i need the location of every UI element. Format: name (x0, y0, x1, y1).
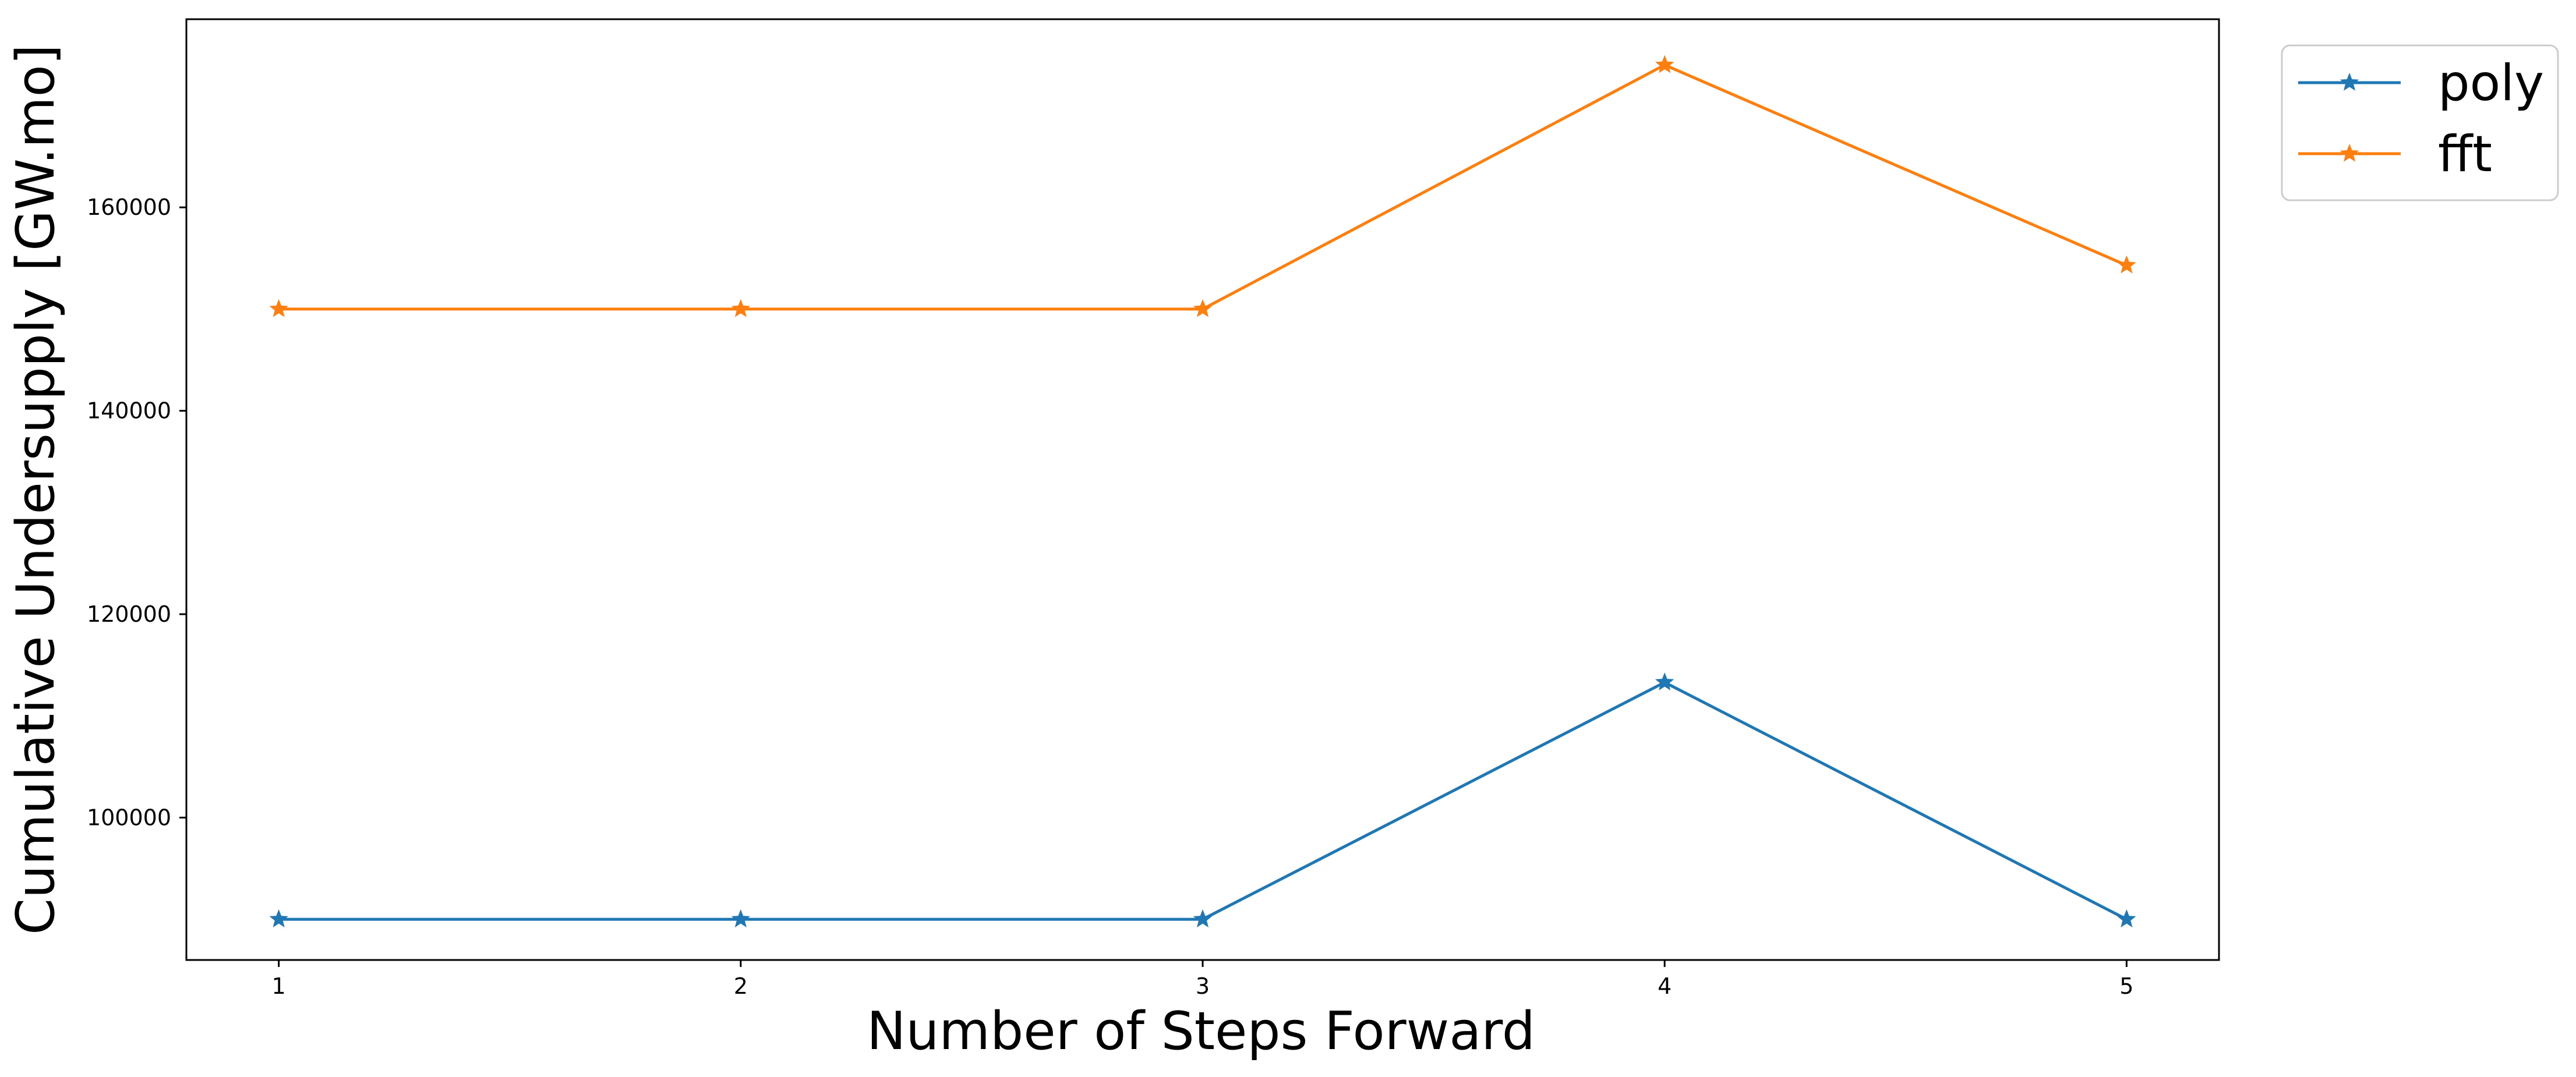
x-tick-label: 5 (2119, 973, 2133, 999)
data-point-fft-5 (2117, 255, 2136, 274)
legend-label-poly: poly (2438, 54, 2544, 112)
data-point-fft-2 (731, 299, 751, 317)
y-axis-ticks: 100000 120000 140000 160000 (87, 194, 186, 830)
data-point-poly-5 (2117, 909, 2136, 927)
series-line-poly (278, 681, 2128, 921)
y-tick-label: 140000 (87, 398, 171, 424)
x-tick-label: 3 (1196, 973, 1210, 999)
y-tick-label: 160000 (87, 194, 171, 220)
plot-area-frame (185, 18, 2220, 961)
legend-marker-fft (2340, 143, 2359, 162)
legend: poly fft (2281, 44, 2559, 201)
data-point-poly-2 (731, 909, 751, 927)
legend-marker-poly (2340, 72, 2359, 91)
data-point-fft-3 (1193, 299, 1213, 317)
x-axis-ticks: 1 2 3 4 5 (272, 960, 2133, 999)
chart-marks (269, 55, 2136, 927)
x-tick-label: 1 (272, 973, 286, 999)
data-point-poly-3 (1193, 909, 1213, 927)
y-tick-label: 100000 (87, 805, 171, 830)
data-point-poly-1 (269, 909, 288, 927)
x-tick-label: 4 (1658, 973, 1672, 999)
data-point-poly-4 (1655, 672, 1674, 690)
y-tick-label: 120000 (87, 601, 171, 627)
y-axis-title: Cumulative Undersupply [GW.mo] (5, 44, 66, 935)
data-point-fft-1 (269, 299, 288, 317)
legend-label-fft: fft (2438, 125, 2492, 183)
data-point-fft-4 (1655, 55, 1674, 73)
x-tick-label: 2 (734, 973, 748, 999)
x-axis-title: Number of Steps Forward (867, 1001, 1535, 1062)
series-line-fft (278, 63, 2128, 311)
legend-entries: poly fft (2298, 54, 2544, 183)
